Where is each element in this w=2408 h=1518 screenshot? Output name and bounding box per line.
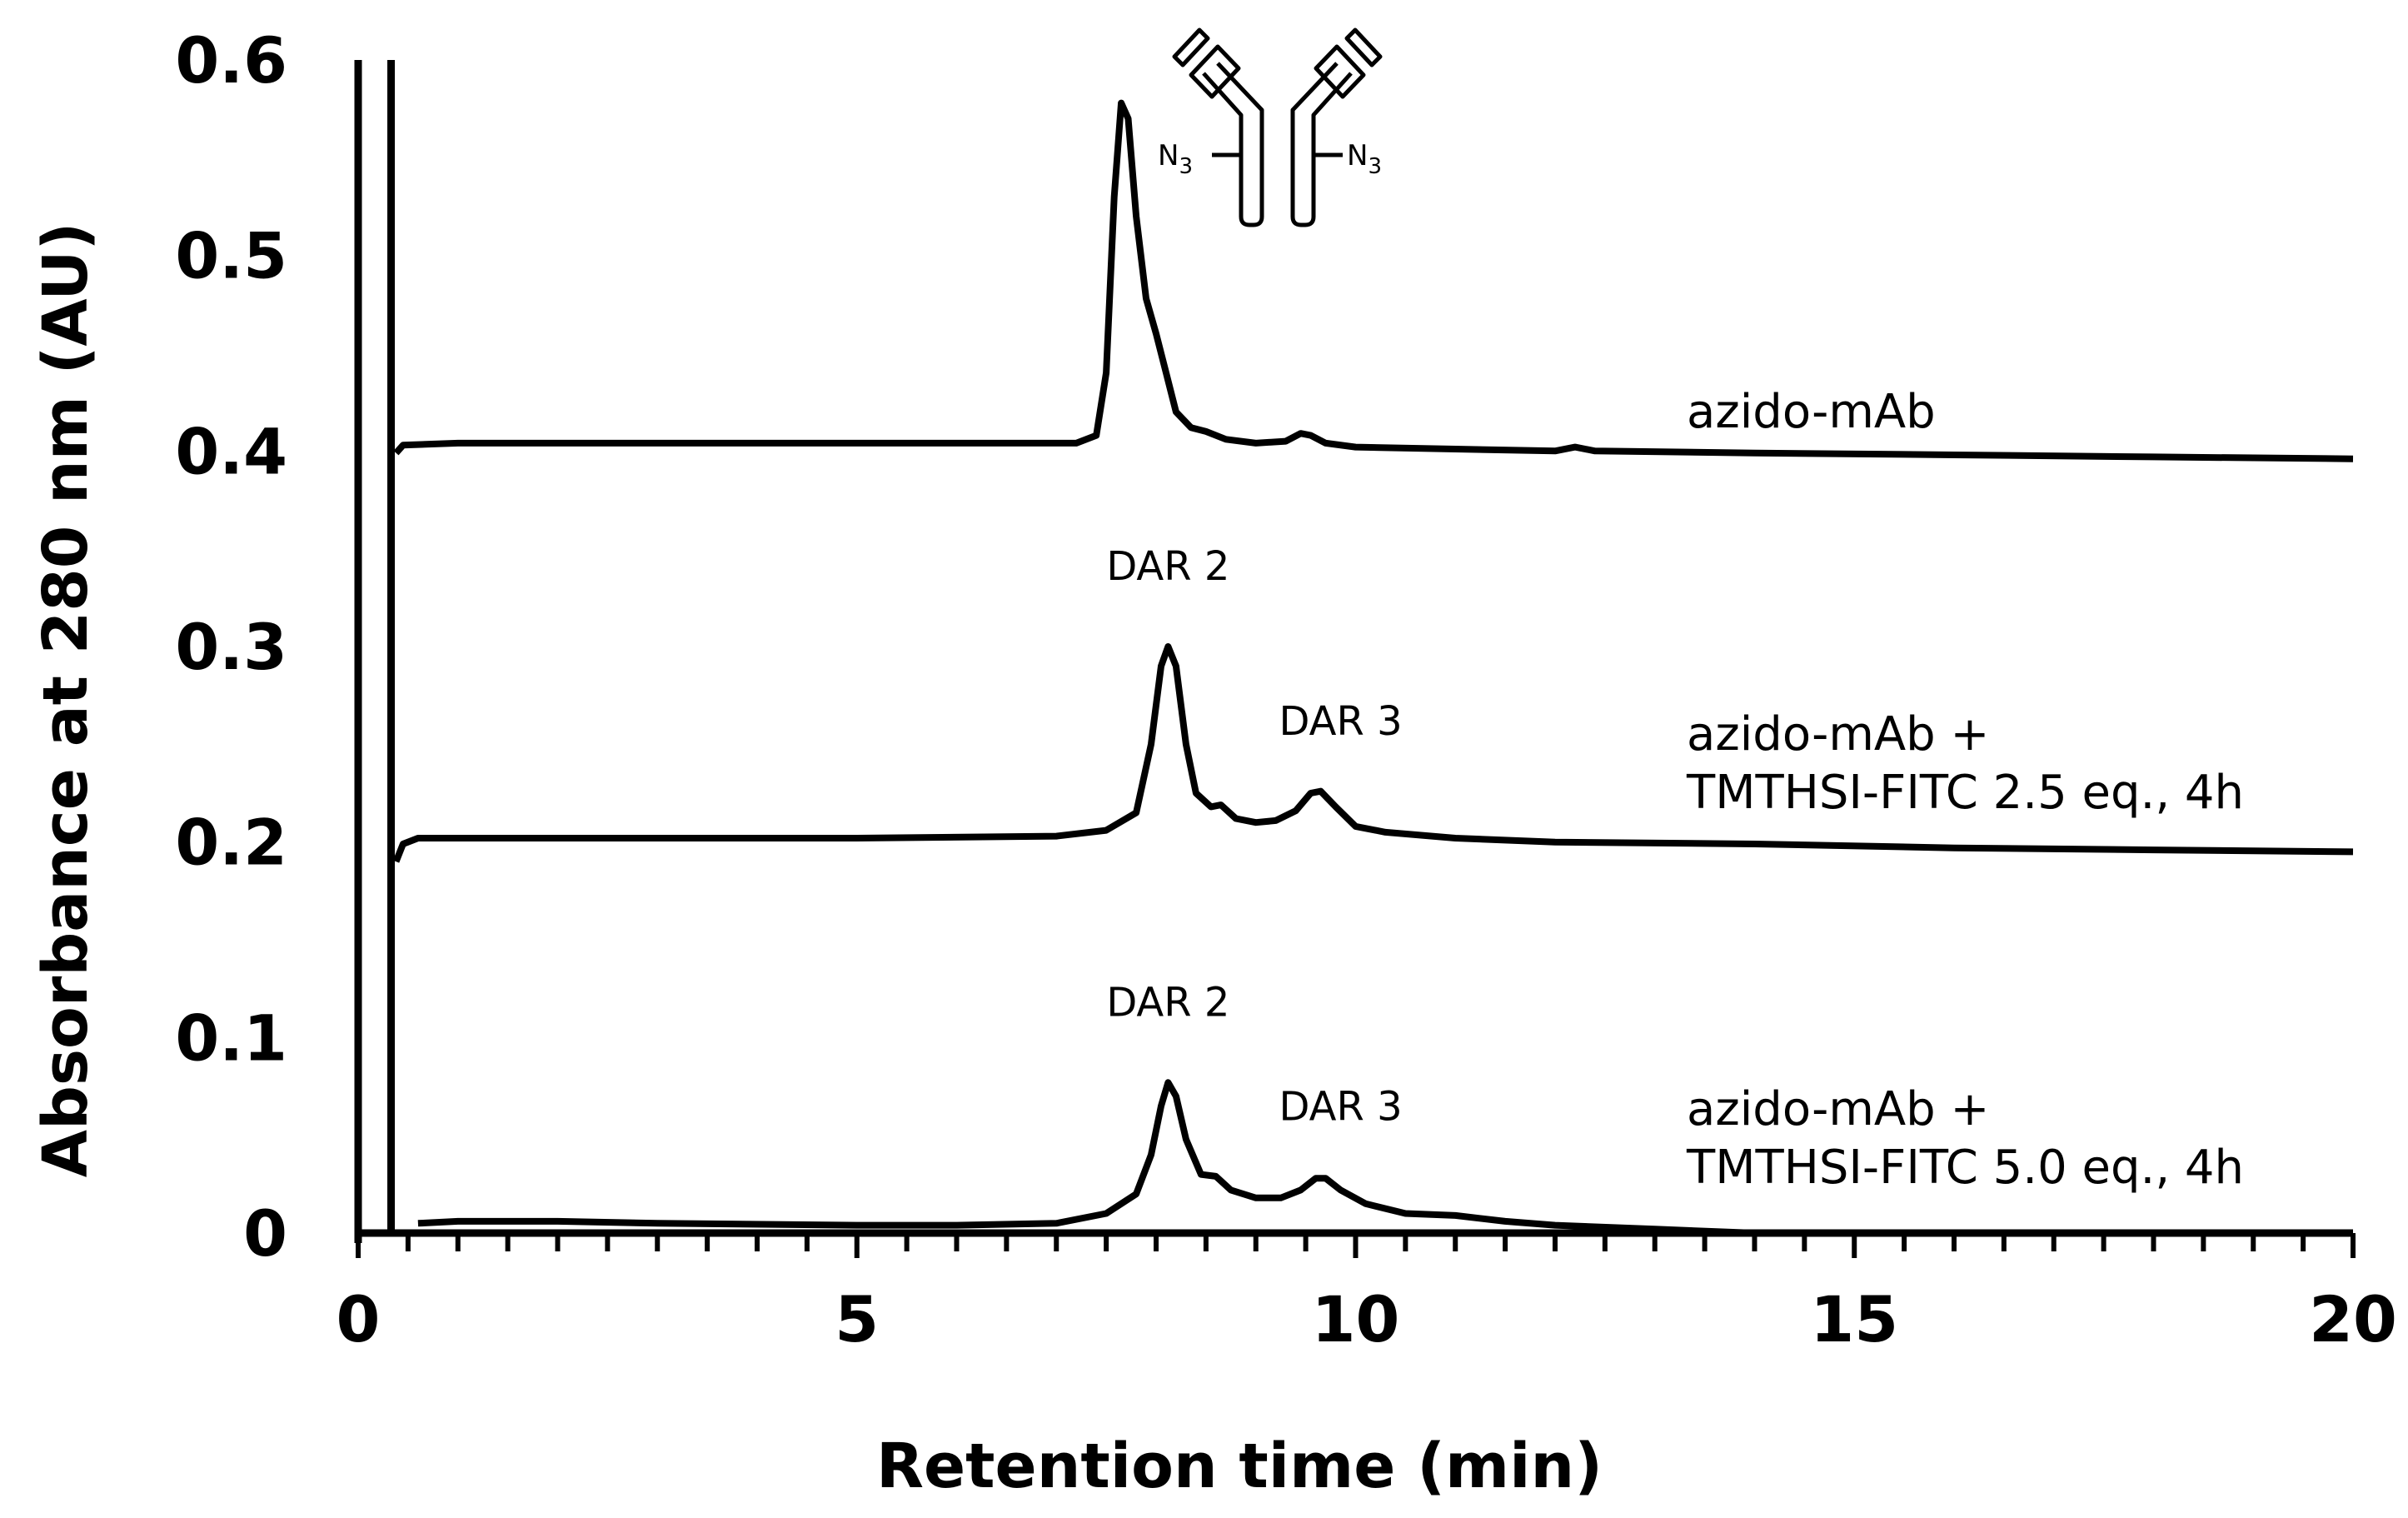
x-axis-title: Retention time (min) — [876, 1431, 1603, 1502]
series-trace — [392, 643, 2354, 863]
axes — [354, 60, 2353, 1243]
x-tick-label: 5 — [835, 1282, 879, 1356]
series-label: azido-mAb — [1687, 385, 1936, 439]
peak-label: DAR 3 — [1279, 698, 1403, 745]
peak-label: DAR 3 — [1279, 1083, 1403, 1130]
tick-labels: 0 5 10 15 20 0 0.1 0.2 0.3 0.4 0.5 0.6 — [175, 23, 2397, 1356]
y-tick-label: 0.3 — [175, 610, 287, 684]
x-tick-label: 0 — [337, 1282, 381, 1356]
x-tick-label: 10 — [1312, 1282, 1400, 1356]
y-axis-title: Absorbance at 280 nm (AU) — [30, 222, 102, 1178]
y-tick-label: 0.6 — [175, 23, 287, 97]
x-tick-label: 20 — [2309, 1282, 2397, 1356]
tick-marks — [356, 1233, 2356, 1258]
y-tick-label: 0.1 — [175, 1001, 287, 1075]
series-labels: azido-mAb azido-mAb + TMTHSI-FITC 2.5 eq.,… — [1106, 385, 2244, 1195]
y-tick-label: 0.4 — [175, 414, 287, 488]
series-traces — [392, 99, 2354, 1236]
series-label: azido-mAb + TMTHSI-FITC 5.0 eq., 4h — [1686, 1082, 2244, 1195]
y-tick-label: 0.2 — [175, 806, 287, 880]
series-trace — [393, 99, 2354, 462]
series-trace — [417, 1079, 2353, 1236]
series-label: azido-mAb + TMTHSI-FITC 2.5 eq., 4h — [1686, 707, 2244, 820]
y-tick-label: 0 — [243, 1196, 287, 1271]
y-tick-label: 0.5 — [175, 219, 287, 293]
peak-label: DAR 2 — [1106, 979, 1229, 1026]
azide-label-left: N3 — [1158, 139, 1193, 179]
peak-label: DAR 2 — [1106, 543, 1229, 590]
x-tick-label: 15 — [1810, 1282, 1898, 1356]
antibody-icon — [1172, 27, 1383, 227]
azide-label-right: N3 — [1347, 139, 1382, 179]
